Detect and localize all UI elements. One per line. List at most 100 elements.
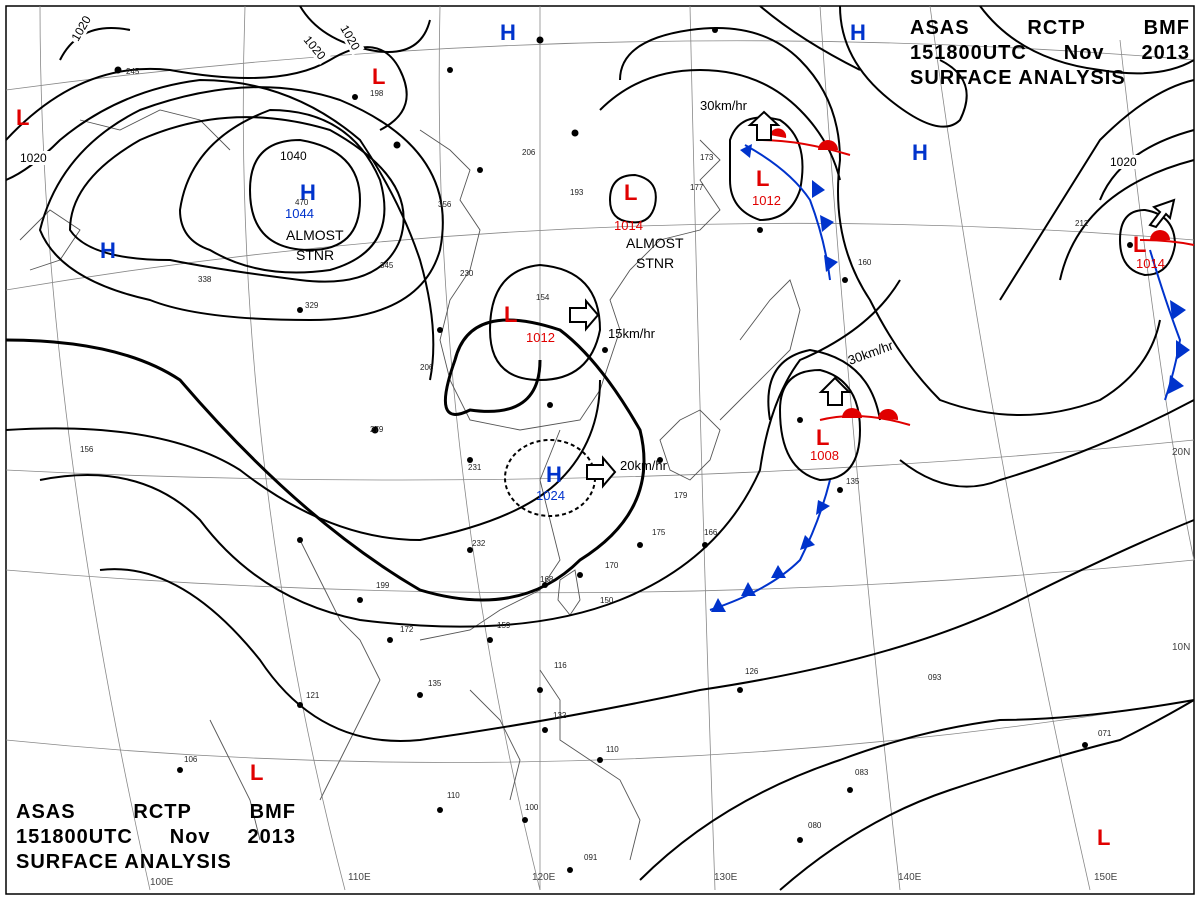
station-pressure-value: 470 [295,198,309,207]
system-note: STNR [636,255,674,271]
motion-speed-label: 20km/hr [620,458,668,473]
station-pressure-value: 175 [652,528,666,537]
central-pressure-label: 1008 [810,448,839,463]
low-pressure-marker: L [816,425,829,450]
station-pressure-value: 231 [468,463,482,472]
central-pressure-label: 1024 [536,488,565,503]
station-pressure-value: 093 [928,673,942,682]
low-pressure-marker: L [756,166,769,191]
station-pressure-value: 168 [540,575,554,584]
latitude-label: 20N [1172,447,1190,458]
isobar-label: 1040 [280,149,307,163]
longitude-label: 140E [898,872,922,883]
central-pressure-label: 1014 [1136,256,1165,271]
cold-front-east [1149,249,1190,401]
header-agency: ASAS [16,801,76,823]
system-note: ALMOST [626,235,684,251]
isobars [5,5,1195,891]
header-month: Nov [169,826,211,848]
station-pressure-value: 198 [370,89,384,98]
header-time: 151800UTC [910,42,1027,64]
station-pressure-value: 345 [380,261,394,270]
high-pressure-marker: H [100,238,116,263]
station-pressure-value: 116 [554,661,567,670]
station-pressure-value: 110 [447,791,460,800]
station-pressure-value: 179 [674,491,688,500]
cold-front-north [740,144,838,281]
high-pressure-marker: H [912,140,928,165]
station-dots [114,27,1133,873]
station-pressure-value: 106 [184,755,198,764]
station-pressure-value: 206 [522,148,536,157]
isobar-label: 1020 [1110,155,1137,169]
isobar-label-bg [336,20,365,56]
station-pressure-value: 170 [605,561,619,570]
isobar-label-bg [278,149,310,163]
header-agency: ASAS [910,17,970,39]
motion-speed-label: 15km/hr [608,326,656,341]
header-station: RCTP [1027,17,1086,39]
motion-speed-label: 30km/hr [700,98,748,113]
header-title: SURFACE ANALYSIS [16,851,232,873]
station-pressure-value: 121 [306,691,320,700]
low-pressure-marker: L [504,302,517,327]
station-pressure-value: 338 [198,275,212,284]
system-note: ALMOST [286,227,344,243]
cold-front-west-pacific [709,479,831,612]
station-pressure-value: 156 [80,445,94,454]
station-pressure-value: 356 [438,200,452,209]
high-pressure-marker: H [500,20,516,45]
low-pressure-marker: L [1097,825,1110,850]
station-pressure-value: 166 [704,528,718,537]
header-code: BMF [1143,17,1190,39]
station-pressure-value: 230 [460,269,474,278]
station-pressure-value: 160 [858,258,872,267]
header-bottom-left: ASAS RCTP BMF 151800UTC Nov 2013 SURFACE… [16,800,296,875]
high-pressure-marker: H [850,20,866,45]
station-pressure-value: 126 [745,667,759,676]
station-pressure-value: 232 [472,539,486,548]
central-pressure-label: 1044 [285,206,314,221]
header-month: Nov [1063,42,1105,64]
longitude-label: 120E [532,872,556,883]
station-pressure-value: 279 [370,425,384,434]
station-pressure-value: 135 [846,477,860,486]
station-pressure-value: 193 [570,188,584,197]
central-pressure-label: 1012 [752,193,781,208]
isobar-label-bg [67,10,96,46]
map-frame [5,5,1195,895]
header-title: SURFACE ANALYSIS [910,67,1126,89]
station-pressure-value: 100 [525,803,539,812]
station-pressure-value: 150 [600,596,614,605]
station-pressure-value: 172 [400,625,414,634]
high-pressure-marker: H [300,180,316,205]
station-pressure-value: 173 [700,153,714,162]
isobar-label-bg [299,31,331,65]
station-pressure-value: 132 [553,711,567,720]
station-pressure-value: 159 [497,621,511,630]
header-year: 2013 [247,826,296,848]
high-pressure-marker: H [546,462,562,487]
low-pressure-marker: L [372,64,385,89]
station-pressure-value: 154 [536,293,550,302]
central-pressure-label: 1012 [526,330,555,345]
isobar-label-bg [18,151,50,165]
longitude-label: 130E [714,872,738,883]
station-pressure-value: 206 [420,363,434,372]
latitude-label: 10N [1172,642,1190,653]
low-pressure-marker: L [16,105,29,130]
header-time: 151800UTC [16,826,133,848]
motion-speed-label: 30km/hr [846,337,896,367]
system-note: STNR [296,247,334,263]
station-pressure-value: 212 [1075,219,1089,228]
header-code: BMF [249,801,296,823]
isobar-label: 1020 [20,151,47,165]
station-pressure-value: 091 [584,853,598,862]
longitude-label: 100E [150,877,174,888]
isobar-label-bg [1108,155,1140,169]
station-pressure-value: 199 [376,581,390,590]
longitude-label: 150E [1094,872,1118,883]
